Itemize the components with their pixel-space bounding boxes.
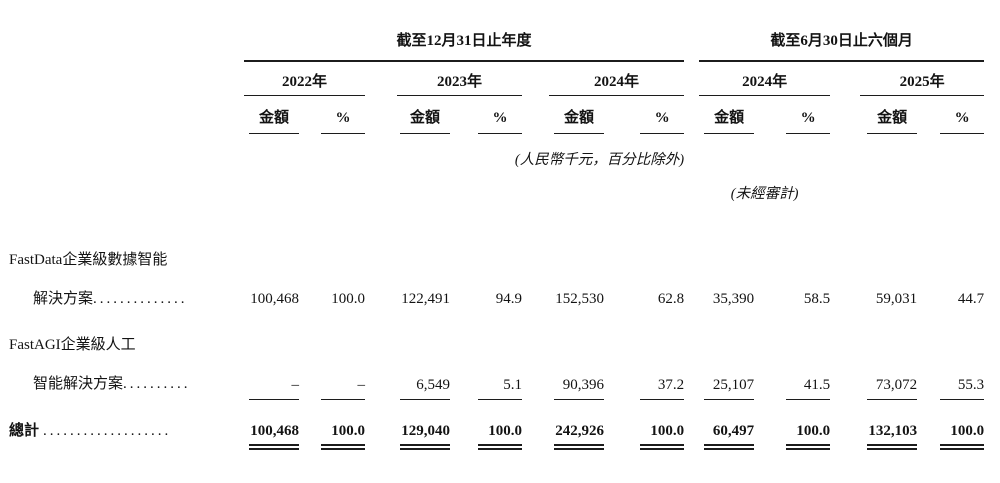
dot-leader: .............. — [93, 291, 188, 307]
total-amount-cell: 60,497 — [704, 422, 755, 450]
total-amount-cell: 132,103 — [867, 422, 918, 450]
revenue-breakdown-table: 截至12月31日止年度 截至6月30日止六個月 2022年 2023年 2024… — [7, 25, 985, 450]
percent-cell: 44.7 — [957, 291, 985, 307]
percent-header: % — [640, 109, 685, 134]
percent-header: % — [940, 109, 985, 134]
total-amount-cell: 242,926 — [554, 422, 604, 450]
amount-cell: 25,107 — [704, 376, 755, 400]
amount-cell: – — [249, 376, 299, 400]
percent-cell: 41.5 — [786, 376, 831, 400]
unaudited-note-row: (未經審計) — [7, 169, 984, 203]
amount-cell: 122,491 — [401, 291, 450, 307]
percent-cell: – — [321, 376, 365, 400]
row-label-fastdata-line2: 解決方案 — [33, 291, 94, 307]
units-note-row: (人民幣千元，百分比除外) — [7, 134, 984, 169]
total-percent-cell: 100.0 — [321, 422, 365, 450]
percent-cell: 5.1 — [478, 376, 522, 400]
table-row-fastdata-values: 解決方案.............. 100,468 100.0 122,491… — [7, 269, 984, 308]
table-row-total: 總計................... 100,468 100.0 129,… — [7, 400, 985, 450]
percent-cell: 94.9 — [495, 291, 522, 307]
row-label-fastagi-line2: 智能解決方案 — [33, 376, 124, 392]
unaudited-note: (未經審計) — [730, 186, 799, 202]
total-label: 總計 — [9, 423, 40, 439]
year-header-2024-interim: 2024年 — [699, 73, 831, 96]
percent-cell: 62.8 — [657, 291, 685, 307]
table-row-fastdata-label: FastData企業級數據智能 — [7, 203, 984, 269]
year-header-2025-interim: 2025年 — [860, 73, 985, 96]
year-header-row: 2022年 2023年 2024年 2024年 2025年 — [7, 62, 985, 96]
amount-header: 金額 — [704, 109, 755, 134]
amount-header: 金額 — [249, 109, 299, 134]
period-group-interim: 截至6月30日止六個月 — [699, 32, 985, 62]
total-amount-cell: 100,468 — [249, 422, 299, 450]
percent-cell: 100.0 — [331, 291, 365, 307]
percent-header: % — [321, 109, 365, 134]
amount-cell: 90,396 — [554, 376, 604, 400]
percent-header: % — [786, 109, 831, 134]
total-percent-cell: 100.0 — [786, 422, 831, 450]
amount-cell: 152,530 — [555, 291, 604, 307]
period-group-annual: 截至12月31日止年度 — [244, 32, 685, 62]
percent-cell: 58.5 — [803, 291, 831, 307]
dot-leader: ................... — [43, 423, 172, 439]
amount-cell: 100,468 — [250, 291, 299, 307]
column-header-row: 金額 % 金額 % 金額 % 金額 % 金額 % — [7, 96, 985, 134]
percent-cell: 55.3 — [940, 376, 985, 400]
amount-header: 金額 — [400, 109, 450, 134]
amount-header: 金額 — [554, 109, 604, 134]
total-percent-cell: 100.0 — [640, 422, 685, 450]
row-label-fastagi-line1: FastAGI企業級人工 — [9, 337, 136, 353]
percent-cell: 37.2 — [640, 376, 685, 400]
dot-leader: .......... — [123, 376, 191, 392]
period-group-header-row: 截至12月31日止年度 截至6月30日止六個月 — [7, 25, 985, 62]
amount-cell: 6,549 — [400, 376, 450, 400]
year-header-2023: 2023年 — [397, 73, 522, 96]
total-amount-cell: 129,040 — [400, 422, 450, 450]
row-label-fastdata-line1: FastData企業級數據智能 — [9, 252, 168, 268]
total-percent-cell: 100.0 — [940, 422, 985, 450]
year-header-2022: 2022年 — [244, 73, 365, 96]
table-row-fastagi-label: FastAGI企業級人工 — [7, 308, 984, 354]
amount-cell: 35,390 — [712, 291, 755, 307]
total-percent-cell: 100.0 — [478, 422, 522, 450]
amount-cell: 73,072 — [867, 376, 918, 400]
currency-units-note: (人民幣千元，百分比除外) — [514, 152, 685, 168]
group-gap — [684, 25, 699, 62]
year-header-2024: 2024年 — [549, 73, 685, 96]
amount-header: 金額 — [867, 109, 918, 134]
table-row-fastagi-values: 智能解決方案.......... – – 6,549 5.1 90,396 37… — [7, 354, 985, 400]
percent-header: % — [478, 109, 522, 134]
amount-cell: 59,031 — [875, 291, 918, 307]
